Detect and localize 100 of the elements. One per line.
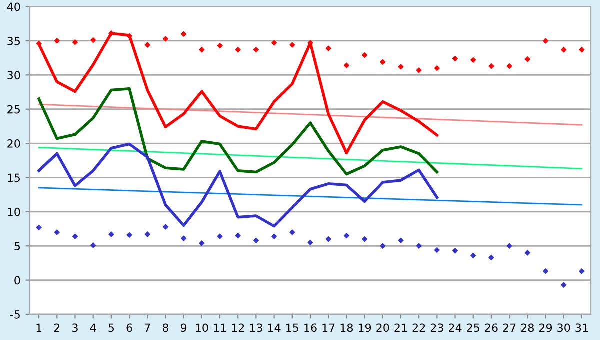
- point: [198, 46, 205, 53]
- x-tick-label: 7: [145, 324, 150, 332]
- point: [144, 42, 151, 48]
- x-tick-label: 24: [449, 324, 462, 332]
- y-tick-label: 10: [8, 208, 20, 216]
- x-tick-label: 26: [485, 324, 498, 332]
- point: [217, 234, 223, 240]
- x-tick-label: 28: [521, 324, 534, 332]
- point: [162, 36, 169, 42]
- y-tick-label: 40: [7, 2, 20, 12]
- x-tick-label: 3: [72, 324, 78, 332]
- point: [452, 248, 458, 254]
- line-series: [38, 32, 439, 155]
- point: [434, 247, 440, 254]
- x-tick-label: 18: [340, 324, 353, 332]
- point: [542, 38, 549, 44]
- point: [126, 33, 132, 40]
- y-tick-label: 15: [8, 174, 20, 182]
- point: [162, 224, 169, 230]
- line-series: [38, 87, 439, 176]
- point: [235, 46, 242, 53]
- point: [36, 224, 42, 231]
- point: [398, 238, 404, 244]
- x-tick-label: 29: [540, 324, 552, 332]
- x-tick-label: 1: [36, 324, 42, 332]
- point: [416, 67, 422, 74]
- point: [362, 236, 368, 242]
- point: [198, 240, 205, 246]
- point: [308, 240, 314, 246]
- point: [72, 234, 78, 240]
- point: [90, 242, 96, 248]
- x-tick-label: 13: [250, 324, 262, 332]
- y-tick-label: 20: [8, 140, 20, 148]
- x-tick-label: 10: [196, 324, 208, 332]
- point: [524, 250, 531, 256]
- point: [434, 65, 440, 72]
- point: [488, 254, 494, 261]
- point: [271, 234, 278, 240]
- point: [72, 39, 78, 46]
- point: [488, 63, 494, 70]
- point: [579, 46, 585, 53]
- point: [344, 62, 350, 69]
- point: [253, 46, 260, 53]
- x-tick-label: 5: [108, 324, 114, 332]
- point: [126, 232, 132, 238]
- x-tick-label: 30: [558, 324, 570, 332]
- point: [416, 243, 422, 250]
- point: [54, 230, 60, 236]
- point: [235, 232, 242, 239]
- y-tick-label: 25: [8, 105, 20, 114]
- y-tick-label: 0: [14, 276, 20, 285]
- x-tick-label: 9: [180, 324, 187, 332]
- x-tick-label: 16: [304, 324, 317, 332]
- point: [506, 243, 513, 250]
- line-series: [38, 142, 439, 228]
- point: [90, 37, 96, 44]
- point: [380, 59, 386, 66]
- x-tick-label: 23: [430, 324, 444, 332]
- point: [144, 232, 151, 238]
- point: [524, 56, 531, 62]
- x-tick-label: 25: [467, 324, 480, 332]
- y-tick-label: 5: [14, 242, 20, 250]
- point: [470, 57, 476, 64]
- point: [506, 63, 513, 70]
- point: [253, 238, 260, 244]
- point: [380, 243, 386, 250]
- x-tick-label: 14: [268, 324, 281, 332]
- x-tick-label: 17: [322, 324, 335, 332]
- x-tick-label: 4: [90, 324, 96, 332]
- x-tick-label: 19: [358, 324, 372, 332]
- x-tick-label: 22: [412, 324, 426, 332]
- x-tick-label: 21: [394, 324, 408, 332]
- point: [560, 282, 567, 288]
- y-tick-label: 35: [8, 36, 20, 46]
- y-tick-label: 30: [8, 71, 20, 80]
- point: [362, 52, 368, 58]
- x-tick-label: 20: [376, 324, 390, 332]
- point: [470, 252, 476, 259]
- point: [326, 236, 332, 242]
- point: [542, 268, 549, 274]
- point: [579, 268, 585, 274]
- point: [326, 46, 332, 52]
- y-tick-label: -5: [10, 310, 20, 319]
- point: [108, 232, 114, 238]
- point: [217, 42, 223, 49]
- x-tick-label: 31: [576, 324, 588, 332]
- x-tick-label: 2: [54, 324, 60, 332]
- point: [289, 230, 296, 236]
- x-tick-label: 6: [126, 324, 132, 332]
- point: [344, 232, 350, 239]
- point: [560, 46, 567, 53]
- x-tick-label: 11: [214, 324, 226, 332]
- point: [54, 38, 60, 44]
- point: [180, 236, 187, 242]
- point: [180, 31, 187, 38]
- point: [271, 40, 278, 46]
- x-tick-label: 8: [162, 324, 168, 332]
- point: [289, 42, 296, 48]
- x-tick-label: 15: [286, 324, 298, 332]
- x-tick-label: 27: [503, 324, 516, 332]
